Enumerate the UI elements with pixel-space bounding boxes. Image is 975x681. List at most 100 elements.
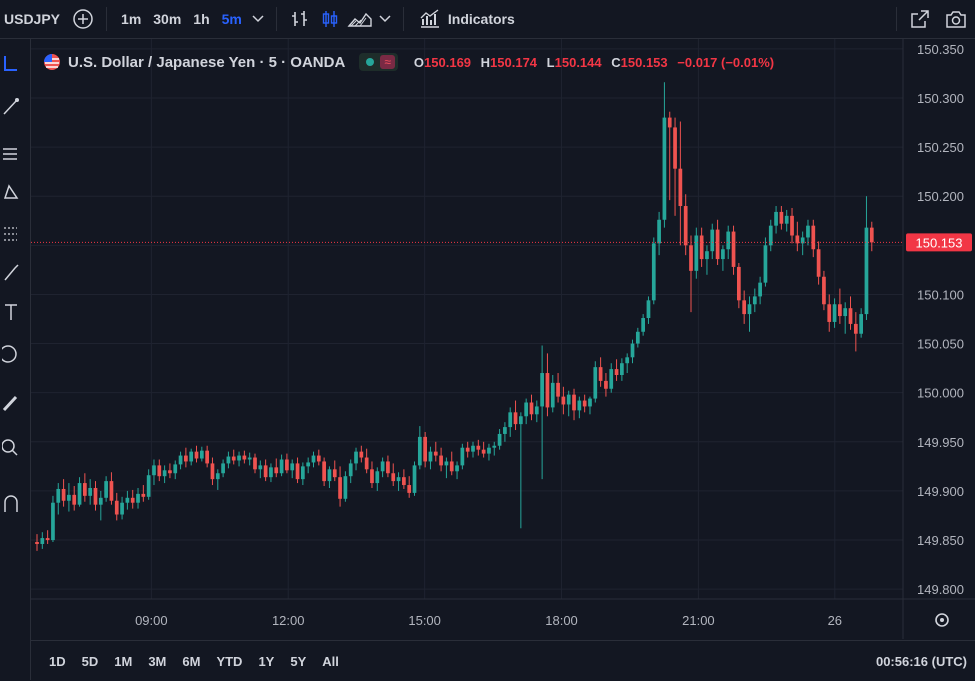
range-1d-button[interactable]: 1D [49, 653, 66, 669]
candle-body [673, 127, 677, 169]
magnet-mode-icon[interactable] [0, 493, 22, 515]
y-tick-label: 149.850 [917, 533, 964, 548]
candle-body [705, 251, 709, 260]
candle-body [710, 229, 715, 252]
waves-icon: ≈ [380, 55, 395, 69]
compare-add-icon[interactable] [68, 4, 98, 34]
chart-settings-gear-icon[interactable] [935, 613, 949, 627]
zoom-in-icon[interactable] [0, 437, 22, 459]
candle [572, 388, 576, 421]
candle [82, 473, 87, 502]
price-chart[interactable]: 150.350150.300150.250150.200150.150150.1… [31, 39, 975, 639]
emoji-tool-icon[interactable] [0, 343, 22, 365]
candle [61, 479, 66, 507]
close-key: C [611, 54, 621, 70]
candle-body [370, 469, 374, 484]
fib-retracement-tool-icon[interactable] [0, 143, 22, 165]
candle-body [300, 466, 305, 480]
candle [189, 448, 194, 466]
chart-type-dropdown-chevron-icon[interactable] [375, 4, 395, 34]
pattern-tool-icon[interactable] [0, 181, 22, 203]
interval-1m-button[interactable]: 1m [121, 11, 142, 27]
range-1y-button[interactable]: 1Y [258, 653, 275, 669]
market-status-pill[interactable]: ≈ [359, 53, 398, 71]
candle-body [348, 463, 353, 477]
range-1m-button[interactable]: 1M [114, 653, 133, 669]
candle [609, 363, 614, 393]
y-tick-label: 150.000 [917, 386, 964, 401]
camera-snapshot-icon[interactable] [941, 4, 971, 34]
range-6m-button[interactable]: 6M [182, 653, 201, 669]
ruler-measure-icon[interactable] [0, 393, 22, 415]
candle [518, 412, 523, 529]
candle [242, 450, 247, 464]
candle-body [763, 245, 768, 283]
interval-30m-button[interactable]: 30m [153, 11, 182, 27]
candle [556, 373, 560, 403]
candle-body [806, 225, 810, 238]
open-value: 150.169 [424, 54, 472, 70]
candle-chart-type-icon[interactable] [315, 4, 345, 34]
candle-body [311, 455, 316, 463]
candle-body [146, 475, 151, 497]
indicators-button[interactable]: Indicators [412, 8, 521, 30]
candle-body [269, 467, 273, 478]
candle-body [189, 451, 194, 462]
cursor-tool-icon[interactable] [0, 53, 22, 75]
candle [577, 396, 582, 419]
candle [747, 296, 752, 332]
candle-body [465, 447, 470, 452]
candle-body [221, 463, 225, 474]
candle [199, 446, 204, 462]
utc-clock[interactable]: 00:56:16 (UTC) [875, 653, 967, 669]
candle [811, 219, 816, 258]
candle-body [285, 459, 289, 471]
candle-body [747, 304, 752, 315]
candle-body [120, 502, 124, 515]
open-new-window-icon[interactable] [905, 4, 935, 34]
candle-body [556, 382, 560, 397]
candle [859, 308, 864, 338]
candle [295, 457, 300, 484]
candle-body [306, 462, 311, 467]
text-tool-icon[interactable] [0, 301, 22, 323]
range-5y-button[interactable]: 5Y [290, 653, 307, 669]
candle-body [838, 304, 842, 317]
range-all-button[interactable]: All [322, 653, 339, 669]
candle-body [699, 235, 704, 260]
candle [332, 460, 337, 482]
candle-body [412, 465, 417, 493]
range-3m-button[interactable]: 3M [148, 653, 167, 669]
bar-chart-type-icon[interactable] [285, 4, 315, 34]
candle [72, 486, 77, 511]
trendline-tool-icon[interactable] [0, 95, 22, 117]
symbol-search-button[interactable]: USDJPY [4, 11, 61, 27]
candle-body [402, 477, 406, 486]
candle-body [322, 461, 326, 482]
range-ytd-button[interactable]: YTD [216, 653, 243, 669]
candle-body [784, 215, 789, 224]
prediction-tool-icon[interactable] [0, 223, 22, 245]
interval-1h-button[interactable]: 1h [193, 11, 210, 27]
candle [705, 245, 709, 275]
candle-body [545, 373, 550, 408]
candle [699, 227, 704, 267]
candle [620, 358, 624, 381]
candle-body [263, 465, 268, 478]
candle [433, 441, 438, 462]
range-5d-button[interactable]: 5D [81, 653, 99, 669]
candle-body [726, 231, 731, 250]
candle-body [396, 477, 401, 482]
candle-body [598, 367, 603, 381]
interval-dropdown-chevron-icon[interactable] [248, 4, 268, 34]
brush-tool-icon[interactable] [0, 261, 22, 283]
area-chart-type-icon[interactable] [345, 4, 375, 34]
candle-body [635, 331, 640, 344]
interval-5m-button[interactable]: 5m [221, 11, 242, 27]
candle [359, 445, 364, 463]
candle [221, 459, 225, 478]
candle [848, 296, 853, 330]
candle-body [609, 369, 614, 389]
candle-body [295, 463, 300, 480]
candle [247, 452, 252, 466]
